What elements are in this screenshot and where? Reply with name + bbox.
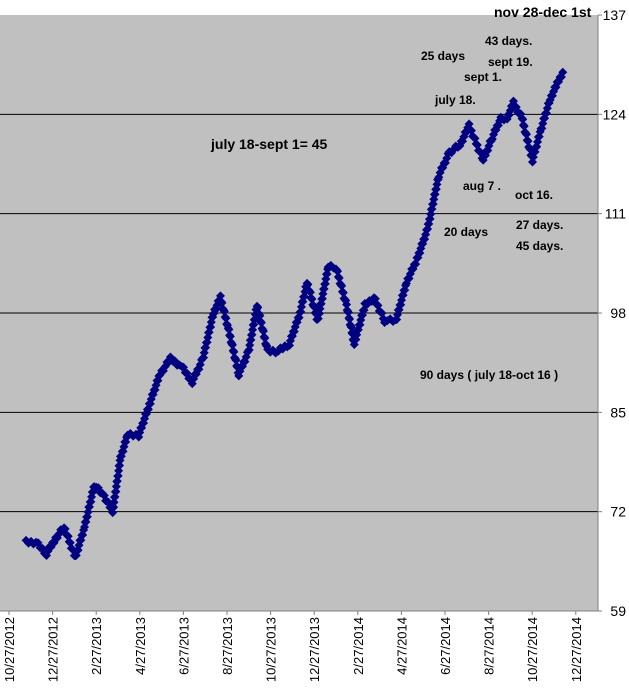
annotation: sept 19. bbox=[488, 55, 533, 69]
data-point-fill bbox=[461, 127, 471, 137]
annotations: nov 28-dec 1st 43 days. 25 days sept 19.sep… bbox=[210, 4, 592, 382]
annotation: july 18. bbox=[434, 93, 476, 107]
data-point-fill bbox=[305, 287, 315, 297]
y-tick-label: 59 bbox=[610, 603, 626, 619]
y-tick-label: 111 bbox=[605, 206, 626, 222]
x-tick-label: 10/27/2012 bbox=[2, 617, 17, 682]
x-tick-label: 12/27/2012 bbox=[46, 617, 61, 682]
data-point bbox=[215, 291, 225, 301]
data-point-fill bbox=[303, 279, 313, 289]
data-point-fill bbox=[219, 306, 229, 316]
data-point-fill bbox=[334, 273, 344, 283]
data-point-fill bbox=[333, 266, 343, 276]
y-tick-label: 72 bbox=[610, 504, 626, 520]
y-tick-label: 137 bbox=[603, 7, 627, 23]
x-tick-label: 6/27/2013 bbox=[176, 617, 191, 675]
data-point-fill bbox=[537, 123, 547, 133]
data-point-fill bbox=[231, 355, 241, 365]
x-tick-label: 12/27/2014 bbox=[569, 617, 584, 682]
x-ticks: 10/27/2012 12/27/2012 2/27/2013 4/27/2013 6/… bbox=[2, 611, 584, 682]
data-point-fill bbox=[227, 340, 237, 350]
data-point-fill bbox=[413, 253, 423, 263]
y-tick-label: 124 bbox=[603, 106, 627, 122]
x-tick-label: 2/27/2013 bbox=[89, 617, 104, 675]
data-point-fill bbox=[518, 114, 528, 124]
data-point-fill bbox=[217, 298, 227, 308]
annotation: oct 16. bbox=[515, 188, 553, 202]
x-tick-label: 4/27/2014 bbox=[394, 617, 409, 675]
annotation: aug 7 . bbox=[463, 179, 501, 193]
x-tick-label: 4/27/2013 bbox=[133, 617, 148, 675]
data-point-fill bbox=[337, 281, 347, 291]
y-tick-label: 85 bbox=[610, 404, 626, 420]
y-tick-label: 98 bbox=[610, 305, 626, 321]
x-tick-label: 12/27/2013 bbox=[307, 617, 322, 682]
annotation: july 18-sept 1= 45 bbox=[210, 136, 328, 152]
data-point-fill bbox=[307, 294, 317, 304]
x-tick-label: 10/27/2014 bbox=[525, 617, 540, 682]
data-point-fill bbox=[119, 442, 129, 452]
data-point-fill bbox=[519, 121, 529, 131]
annotation: 45 days. bbox=[516, 239, 563, 253]
data-point-fill bbox=[260, 333, 270, 343]
x-tick-label: 2/27/2014 bbox=[351, 617, 366, 675]
data-point-fill bbox=[224, 325, 234, 335]
y-ticks: 59 72 85 98 111 124 137 bbox=[598, 7, 626, 619]
data-point-fill bbox=[338, 288, 348, 298]
data-point-fill bbox=[256, 318, 266, 328]
data-point-fill bbox=[250, 314, 260, 324]
data-point-fill bbox=[229, 347, 239, 357]
x-tick-label: 10/27/2013 bbox=[264, 617, 279, 682]
x-tick-label: 8/27/2014 bbox=[482, 617, 497, 675]
data-point-fill bbox=[255, 311, 265, 321]
data-point-fill bbox=[521, 129, 531, 139]
data-point bbox=[342, 299, 352, 309]
annotation: 27 days. bbox=[516, 218, 563, 232]
annotation: sept 1. bbox=[464, 70, 502, 84]
data-point-fill bbox=[258, 326, 268, 336]
annotation: 90 days ( july 18-oct 16 ) bbox=[420, 368, 558, 382]
data-point-fill bbox=[343, 307, 353, 317]
data-point-fill bbox=[491, 125, 501, 135]
data-point-fill bbox=[225, 332, 235, 342]
annotation: 20 days bbox=[444, 225, 488, 239]
annotation: nov 28-dec 1st bbox=[494, 4, 592, 20]
annotation: 25 days bbox=[421, 49, 465, 63]
data-point-fill bbox=[345, 314, 355, 324]
x-tick-label: 6/27/2014 bbox=[438, 617, 453, 675]
data-point-fill bbox=[121, 437, 131, 447]
data-points bbox=[21, 67, 568, 561]
annotation: 43 days. bbox=[485, 34, 532, 48]
data-point-fill bbox=[253, 303, 263, 313]
data-point-fill bbox=[523, 136, 533, 146]
data-point bbox=[558, 67, 568, 77]
data-point-fill bbox=[346, 322, 356, 332]
x-tick-label: 8/27/2013 bbox=[220, 617, 235, 675]
data-point-fill bbox=[26, 536, 36, 546]
data-point-fill bbox=[221, 313, 231, 323]
data-point bbox=[122, 430, 132, 440]
